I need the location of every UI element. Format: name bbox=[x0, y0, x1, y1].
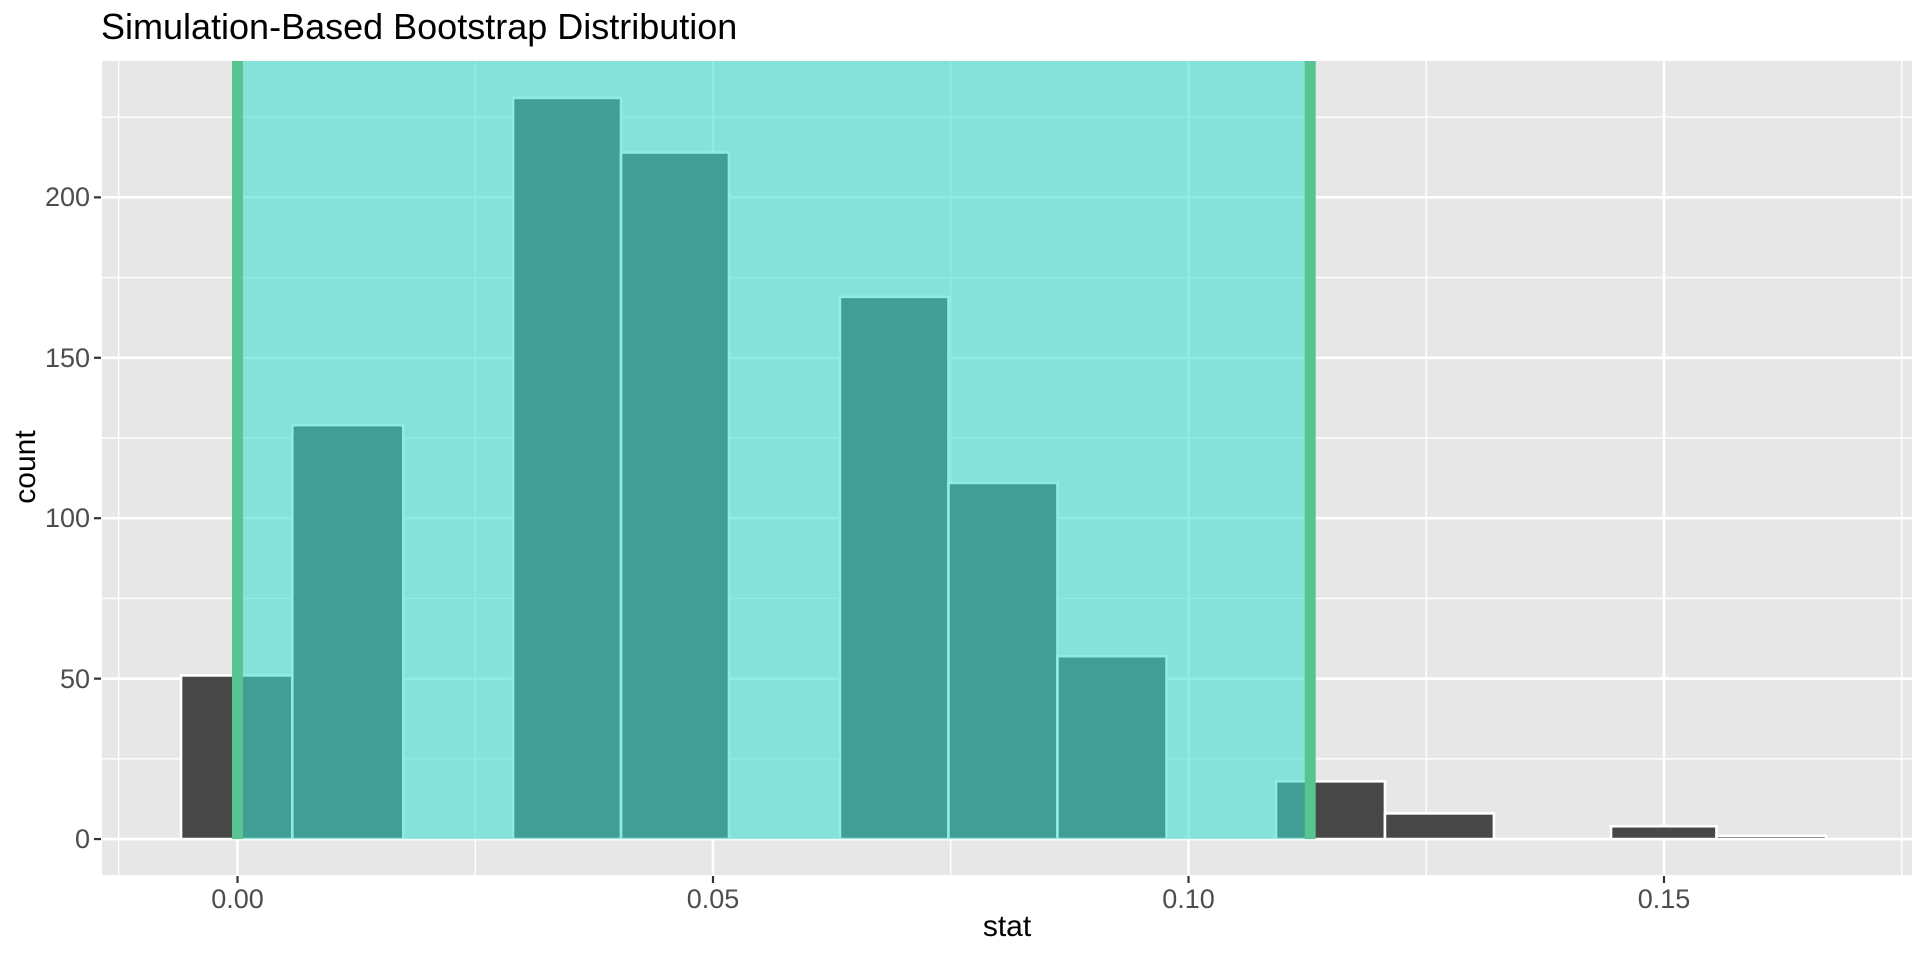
y-tick-label: 200 bbox=[44, 182, 90, 213]
y-tick-label: 50 bbox=[59, 663, 90, 694]
y-tick-label: 150 bbox=[44, 342, 90, 373]
histogram-bar bbox=[1609, 824, 1718, 841]
histogram-bar bbox=[1383, 812, 1496, 841]
ci-upper-line bbox=[1304, 61, 1316, 840]
y-tick-label: 100 bbox=[44, 503, 90, 534]
y-tick-label: 0 bbox=[74, 824, 90, 855]
x-axis-title: stat bbox=[982, 910, 1032, 943]
histogram-bar bbox=[1715, 834, 1828, 841]
x-tick-label: 0.00 bbox=[211, 884, 264, 914]
x-tick-label: 0.10 bbox=[1162, 884, 1215, 914]
plot-title: Simulation-Based Bootstrap Distribution bbox=[101, 6, 738, 47]
ci-lower-line bbox=[232, 61, 244, 840]
x-tick-label: 0.05 bbox=[686, 884, 740, 914]
ci-shade-region bbox=[237, 61, 1311, 840]
x-tick-label: 0.15 bbox=[1637, 884, 1691, 914]
